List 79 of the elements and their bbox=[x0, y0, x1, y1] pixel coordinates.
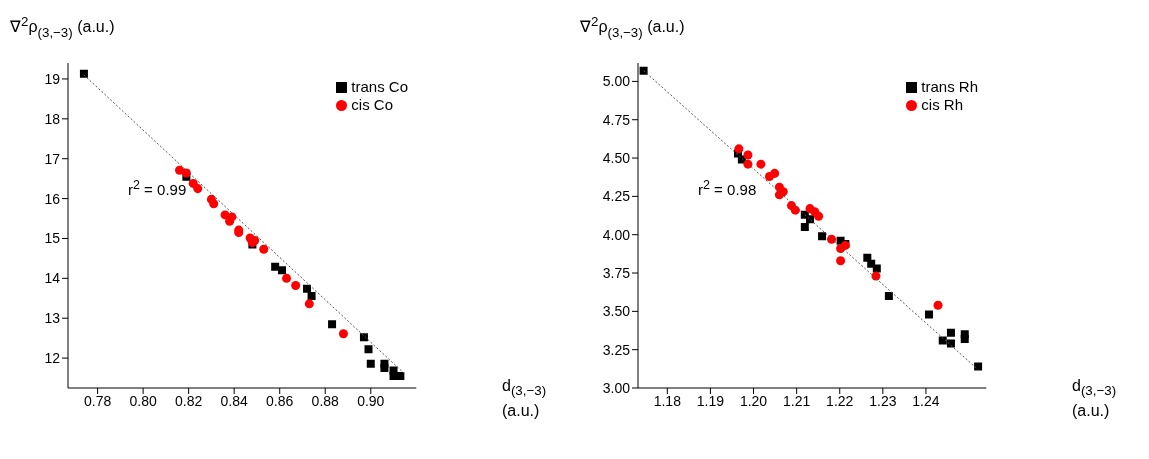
point bbox=[328, 320, 337, 329]
point bbox=[364, 345, 373, 354]
point bbox=[743, 150, 753, 160]
x-tick-label: 1.20 bbox=[739, 392, 768, 409]
annotation: r$^{2}$ = 0.99 bbox=[128, 178, 187, 198]
point bbox=[836, 256, 846, 266]
y-tick-label: 14 bbox=[44, 270, 61, 287]
point bbox=[756, 159, 766, 169]
x-tick-label: 1.19 bbox=[696, 392, 725, 409]
x-tick-label: 0.82 bbox=[175, 392, 203, 409]
legend-label: trans Co bbox=[351, 78, 408, 95]
point bbox=[639, 66, 648, 75]
y-tick-label: 15 bbox=[44, 230, 61, 247]
point bbox=[282, 273, 292, 283]
y-tick-label: 3.25 bbox=[602, 341, 631, 358]
point bbox=[827, 234, 837, 244]
point bbox=[884, 292, 893, 301]
y-tick-label: 17 bbox=[44, 150, 61, 167]
x-tick-label: 0.88 bbox=[311, 392, 340, 409]
legend-label: cis Rh bbox=[921, 96, 963, 113]
point bbox=[259, 244, 269, 254]
point bbox=[359, 333, 368, 342]
point bbox=[938, 336, 947, 345]
x-tick-label: 1.22 bbox=[826, 392, 854, 409]
point bbox=[946, 339, 955, 348]
x-tick-label: 0.78 bbox=[83, 392, 112, 409]
y-tick-label: 16 bbox=[44, 190, 61, 207]
y-tick-label: 5.00 bbox=[602, 73, 631, 90]
x-tick-label: 0.90 bbox=[357, 392, 385, 409]
point bbox=[814, 211, 824, 221]
annotation: r$^{2}$ = 0.98 bbox=[698, 178, 757, 198]
point bbox=[924, 310, 933, 319]
point bbox=[291, 281, 301, 291]
point bbox=[818, 232, 827, 241]
y-tick-label: 3.75 bbox=[602, 264, 631, 281]
point bbox=[304, 299, 314, 309]
x-tick-label: 0.86 bbox=[266, 392, 294, 409]
y-tick-label: 12 bbox=[44, 350, 61, 367]
point bbox=[770, 168, 780, 178]
point bbox=[209, 199, 219, 209]
point bbox=[960, 334, 969, 343]
point bbox=[307, 291, 316, 300]
legend-label: trans Rh bbox=[921, 78, 978, 95]
legend-label: cis Co bbox=[351, 96, 393, 113]
point bbox=[271, 262, 280, 271]
point bbox=[175, 165, 185, 175]
x-tick-label: 1.21 bbox=[783, 392, 811, 409]
point bbox=[734, 144, 744, 154]
x-tick-label: 0.84 bbox=[220, 392, 249, 409]
point bbox=[193, 184, 203, 194]
point bbox=[380, 364, 389, 373]
y-tick-label: 4.25 bbox=[602, 188, 631, 205]
point bbox=[933, 300, 943, 310]
y-tick-label: 4.00 bbox=[602, 226, 631, 243]
y-tick-label: 4.75 bbox=[602, 111, 631, 128]
y-tick-label: 18 bbox=[44, 110, 61, 127]
point bbox=[974, 362, 983, 371]
x-tick-label: 1.18 bbox=[653, 392, 682, 409]
y-tick-label: 3.00 bbox=[602, 379, 631, 396]
point bbox=[303, 284, 312, 293]
y-tick-label: 4.50 bbox=[602, 150, 631, 167]
x-tick-label: 1.24 bbox=[912, 392, 940, 409]
point bbox=[277, 266, 286, 275]
point bbox=[366, 359, 375, 368]
y-axis-title: ∇$^{2}$ρ$_{(3,−3)}$ (a.u.) bbox=[580, 13, 685, 42]
x-axis-title: d$_{(3,−3)}$ (a.u.) bbox=[1072, 376, 1118, 422]
point bbox=[872, 264, 881, 273]
x-axis-title: d$_{(3,−3)}$ (a.u.) bbox=[502, 376, 548, 422]
point bbox=[79, 69, 88, 78]
point bbox=[338, 329, 348, 339]
y-tick-label: 13 bbox=[44, 310, 61, 327]
point bbox=[396, 372, 405, 381]
point bbox=[800, 223, 809, 232]
y-tick-label: 19 bbox=[44, 70, 61, 87]
y-tick-label: 3.50 bbox=[602, 303, 631, 320]
y-axis-title: ∇$^{2}$ρ$_{(3,−3)}$ (a.u.) bbox=[10, 13, 115, 42]
point bbox=[946, 328, 955, 337]
x-tick-label: 0.80 bbox=[129, 392, 157, 409]
x-tick-label: 1.23 bbox=[869, 392, 897, 409]
